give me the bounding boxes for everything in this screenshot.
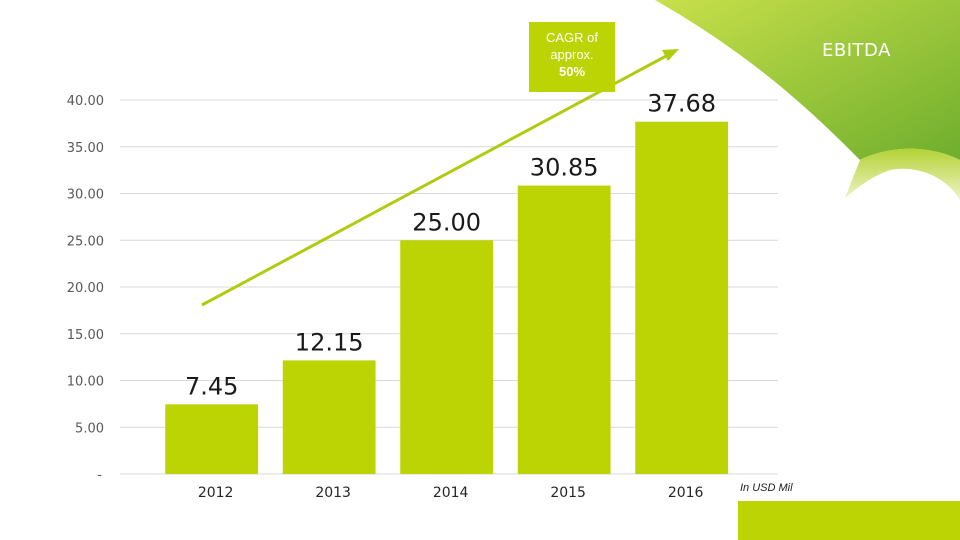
data-label: 37.68	[647, 90, 716, 118]
x-tick-label: 2014	[433, 485, 469, 501]
bars	[165, 121, 729, 475]
x-tick-label: 2013	[315, 485, 351, 501]
unit-note: In USD Mil	[740, 482, 793, 494]
corner-curl	[845, 148, 960, 200]
x-tick-label: 2016	[668, 485, 704, 501]
x-tick-label: 2012	[198, 485, 234, 501]
y-tick-label: 15.00	[67, 328, 104, 343]
x-axis-ticks: 2012 2013 2014 2015 2016	[198, 485, 704, 501]
data-label: 25.00	[412, 208, 481, 236]
bar	[635, 121, 729, 474]
bar	[282, 360, 376, 474]
bar	[400, 240, 494, 474]
data-label: 12.15	[295, 328, 364, 356]
y-tick-label: 40.00	[67, 94, 104, 109]
cagr-line-1: CAGR of	[545, 30, 598, 45]
y-tick-label: 20.00	[67, 281, 104, 296]
growth-trend-arrow	[201, 49, 679, 307]
chart-title: EBITDA	[822, 40, 891, 61]
y-tick-label: -	[97, 468, 102, 483]
corner-decoration	[655, 0, 960, 160]
y-tick-label: 25.00	[67, 234, 104, 249]
cagr-callout: CAGR of approx. 50%	[529, 22, 615, 92]
x-tick-label: 2015	[550, 485, 586, 501]
y-tick-label: 10.00	[67, 375, 104, 390]
corner-accent-bar	[738, 501, 960, 540]
data-label: 30.85	[530, 154, 599, 182]
y-tick-label: 35.00	[67, 141, 104, 156]
bar	[165, 404, 259, 474]
cagr-line-2: approx.	[550, 47, 594, 62]
data-label: 7.45	[185, 372, 238, 400]
y-tick-label: 30.00	[67, 188, 104, 203]
y-tick-label: 5.00	[75, 421, 104, 436]
bar	[517, 185, 611, 475]
y-axis-ticks: - 5.00 10.00 15.00 20.00 25.00 30.00 35.00 40.00	[67, 94, 104, 483]
data-labels: 7.45 12.15 25.00 30.85 37.68	[185, 90, 716, 401]
cagr-line-3: 50%	[558, 64, 586, 79]
